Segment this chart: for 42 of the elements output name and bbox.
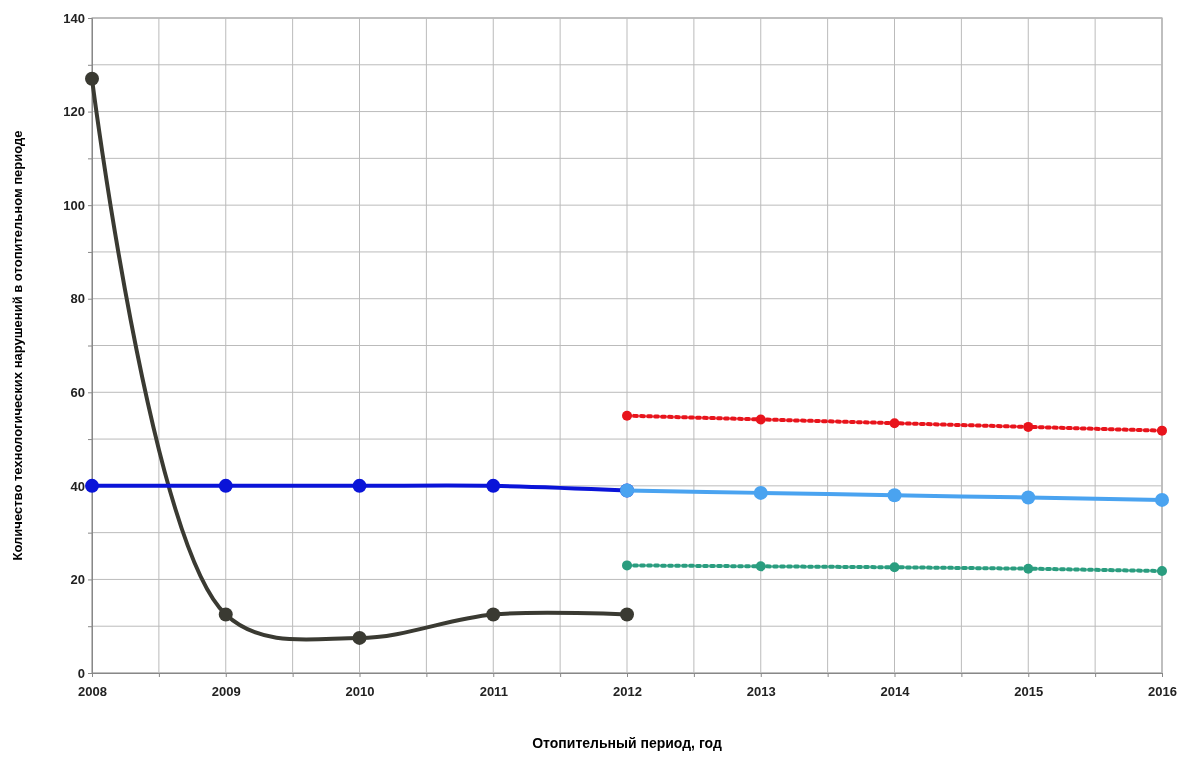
point <box>755 414 766 425</box>
x-tick-label: 2008 <box>78 683 107 699</box>
y-tick-label: 40 <box>70 478 85 494</box>
point <box>1021 490 1036 505</box>
point <box>753 485 768 500</box>
x-tick-label: 2014 <box>880 683 911 699</box>
y-axis-title: Количество технологических нарушений в отопительном периоде <box>10 130 25 561</box>
point <box>218 607 233 622</box>
x-tick-label: 2009 <box>211 683 241 699</box>
point <box>889 418 900 429</box>
y-tick-label: 100 <box>63 197 85 213</box>
point <box>1023 421 1034 432</box>
point <box>1023 563 1034 574</box>
point <box>1157 566 1167 577</box>
y-tick-label: 80 <box>70 291 85 307</box>
point <box>1157 425 1167 436</box>
point <box>85 478 99 493</box>
point <box>486 607 501 622</box>
x-axis-title: Отопительный период, год <box>532 735 722 751</box>
point <box>1155 492 1169 507</box>
point <box>85 71 99 86</box>
point <box>622 560 632 571</box>
y-tick-label: 60 <box>70 384 85 400</box>
x-tick-label: 2012 <box>613 683 642 699</box>
point <box>755 561 766 572</box>
point <box>352 478 367 493</box>
point <box>620 607 634 622</box>
point <box>486 478 501 493</box>
y-tick-label: 140 <box>63 10 85 26</box>
x-tick-label: 2010 <box>345 683 375 699</box>
point <box>622 410 632 421</box>
x-tick-label: 2011 <box>479 683 508 699</box>
point <box>218 478 233 493</box>
point <box>887 488 902 503</box>
y-tick-label: 0 <box>77 665 85 681</box>
x-tick-label: 2016 <box>1148 683 1177 699</box>
y-tick-label: 20 <box>70 572 85 588</box>
y-tick-label: 120 <box>63 104 85 120</box>
point <box>352 630 367 645</box>
x-tick-label: 2013 <box>746 683 776 699</box>
point <box>889 562 900 573</box>
x-tick-label: 2015 <box>1014 683 1044 699</box>
